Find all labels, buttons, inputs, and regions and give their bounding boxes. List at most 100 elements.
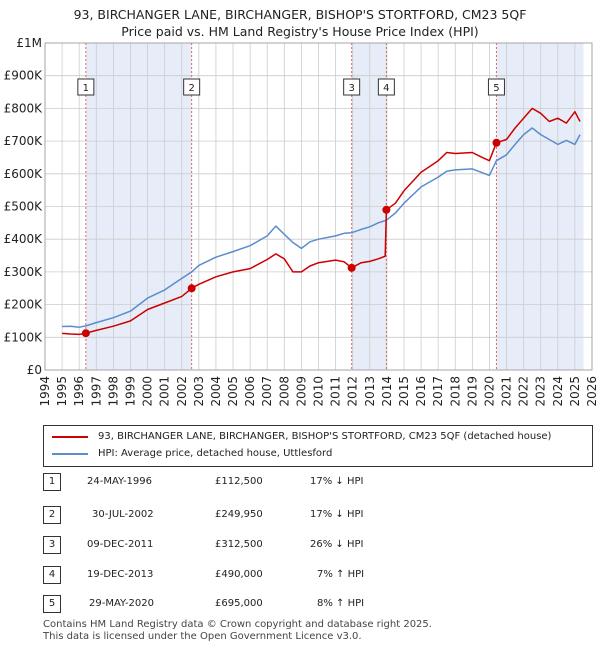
x-tick-label: 2012 — [346, 376, 360, 407]
x-tick-label: 1999 — [123, 376, 137, 407]
table-row: 1 24-MAY-1996 £112,500 17% ↓ HPI — [43, 473, 583, 493]
y-tick-label: £700K — [4, 134, 44, 148]
x-tick-label: 2005 — [226, 376, 240, 407]
x-tick-label: 1995 — [55, 376, 69, 407]
sale-point — [187, 284, 196, 293]
sale-number: 3 — [43, 536, 61, 554]
hpi-line — [62, 127, 581, 328]
table-row: 2 30-JUL-2002 £249,950 17% ↓ HPI — [43, 506, 583, 526]
y-tick-label: £0 — [27, 363, 42, 377]
price-paid-line — [62, 107, 581, 336]
x-tick-label: 2002 — [175, 376, 189, 407]
sale-label: 5 — [493, 83, 499, 94]
x-tick-label: 1998 — [106, 376, 120, 407]
sale-number: 2 — [43, 506, 61, 524]
x-tick-label: 2008 — [277, 376, 291, 407]
y-tick-label: £400K — [4, 232, 44, 246]
sale-number: 5 — [43, 595, 61, 613]
x-tick-label: 2015 — [397, 376, 411, 407]
sale-hpi-delta: 17% ↓ HPI — [310, 509, 364, 520]
footer-licence: This data is licensed under the Open Gov… — [43, 631, 362, 642]
x-tick-label: 2013 — [363, 376, 377, 407]
x-tick-label: 2007 — [260, 376, 274, 407]
x-tick-label: 2011 — [329, 376, 343, 407]
legend-price-swatch — [52, 435, 88, 438]
sale-label: 1 — [83, 83, 89, 94]
x-tick-label: 2022 — [517, 376, 531, 407]
sale-hpi-delta: 8% ↑ HPI — [317, 598, 365, 609]
sale-price: £490,000 — [215, 569, 263, 580]
y-tick-label: £500K — [4, 200, 44, 214]
sale-label-box — [77, 78, 95, 96]
sale-number: 1 — [43, 473, 61, 491]
y-tick-label: £600K — [4, 167, 44, 181]
sale-label: 2 — [188, 83, 194, 94]
x-tick-label: 2018 — [448, 376, 462, 407]
x-tick-label: 1997 — [89, 376, 103, 407]
sale-number: 4 — [43, 566, 61, 584]
sale-price: £249,950 — [215, 509, 263, 520]
chart-legend: 93, BIRCHANGER LANE, BIRCHANGER, BISHOP'… — [43, 425, 593, 467]
table-row: 3 09-DEC-2011 £312,500 26% ↓ HPI — [43, 536, 583, 556]
x-tick-label: 1996 — [72, 376, 86, 407]
sale-label-box — [343, 78, 361, 96]
x-tick-label: 2014 — [380, 376, 394, 407]
x-tick-label: 2024 — [551, 376, 565, 407]
x-tick-label: 2016 — [414, 376, 428, 407]
sale-hpi-delta: 7% ↑ HPI — [317, 569, 365, 580]
x-tick-label: 2001 — [158, 376, 172, 407]
x-tick-label: 2004 — [209, 376, 223, 407]
legend-entry-price: 93, BIRCHANGER LANE, BIRCHANGER, BISHOP'… — [52, 431, 551, 442]
sale-label-box — [377, 78, 395, 96]
x-tick-label: 2003 — [192, 376, 206, 407]
sale-point — [492, 138, 501, 147]
x-tick-label: 2009 — [294, 376, 308, 407]
sale-point — [382, 205, 391, 214]
sale-point — [347, 263, 356, 272]
sale-label: 3 — [348, 83, 354, 94]
chart-subtitle: Price paid vs. HM Land Registry's House … — [121, 24, 479, 39]
legend-price-label: 93, BIRCHANGER LANE, BIRCHANGER, BISHOP'… — [98, 431, 552, 442]
sale-date: 09-DEC-2011 — [87, 539, 154, 550]
sale-date: 19-DEC-2013 — [87, 569, 154, 580]
y-tick-label: £200K — [4, 298, 44, 312]
table-row: 4 19-DEC-2013 £490,000 7% ↑ HPI — [43, 566, 583, 586]
plot-frame — [44, 42, 593, 371]
x-tick-label: 2025 — [568, 376, 582, 407]
y-tick-label: £100K — [4, 330, 44, 344]
legend-hpi-label: HPI: Average price, detached house, Uttl… — [98, 448, 333, 459]
x-tick-label: 2000 — [141, 376, 155, 407]
sale-label-box — [487, 78, 505, 96]
sale-label-box — [183, 78, 201, 96]
x-tick-label: 2023 — [534, 376, 548, 407]
y-tick-label: £800K — [4, 101, 44, 115]
sale-price: £312,500 — [215, 539, 263, 550]
x-tick-label: 2006 — [243, 376, 257, 407]
x-tick-label: 2021 — [500, 376, 514, 407]
sale-date: 24-MAY-1996 — [87, 476, 153, 487]
sale-date: 29-MAY-2020 — [89, 598, 155, 609]
x-tick-label: 2017 — [431, 376, 445, 407]
x-tick-label: 2026 — [585, 376, 599, 407]
x-tick-label: 2010 — [312, 376, 326, 407]
legend-entry-hpi: HPI: Average price, detached house, Uttl… — [52, 448, 332, 459]
sale-hpi-delta: 26% ↓ HPI — [310, 539, 364, 550]
sale-price: £695,000 — [215, 598, 263, 609]
footer-copyright: Contains HM Land Registry data © Crown c… — [43, 619, 432, 630]
table-row: 5 29-MAY-2020 £695,000 8% ↑ HPI — [43, 595, 583, 615]
footer: Contains HM Land Registry data © Crown c… — [43, 619, 432, 643]
x-tick-label: 1994 — [38, 376, 52, 407]
chart-title: 93, BIRCHANGER LANE, BIRCHANGER, BISHOP'… — [73, 7, 527, 22]
price-chart: 1 2 3 4 5 £0 £100K £200K £300K £400K £500K £600K £70… — [4, 36, 599, 407]
sale-label: 4 — [383, 83, 389, 94]
x-tick-label: 2020 — [482, 376, 496, 407]
y-tick-label: £1M — [16, 36, 42, 50]
sale-price: £112,500 — [215, 476, 263, 487]
y-tick-label: £300K — [4, 265, 44, 279]
legend-hpi-swatch — [52, 452, 88, 455]
sale-date: 30-JUL-2002 — [92, 509, 154, 520]
y-tick-label: £900K — [4, 69, 44, 83]
x-tick-label: 2019 — [465, 376, 479, 407]
sale-hpi-delta: 17% ↓ HPI — [310, 476, 364, 487]
sale-point — [81, 329, 90, 338]
